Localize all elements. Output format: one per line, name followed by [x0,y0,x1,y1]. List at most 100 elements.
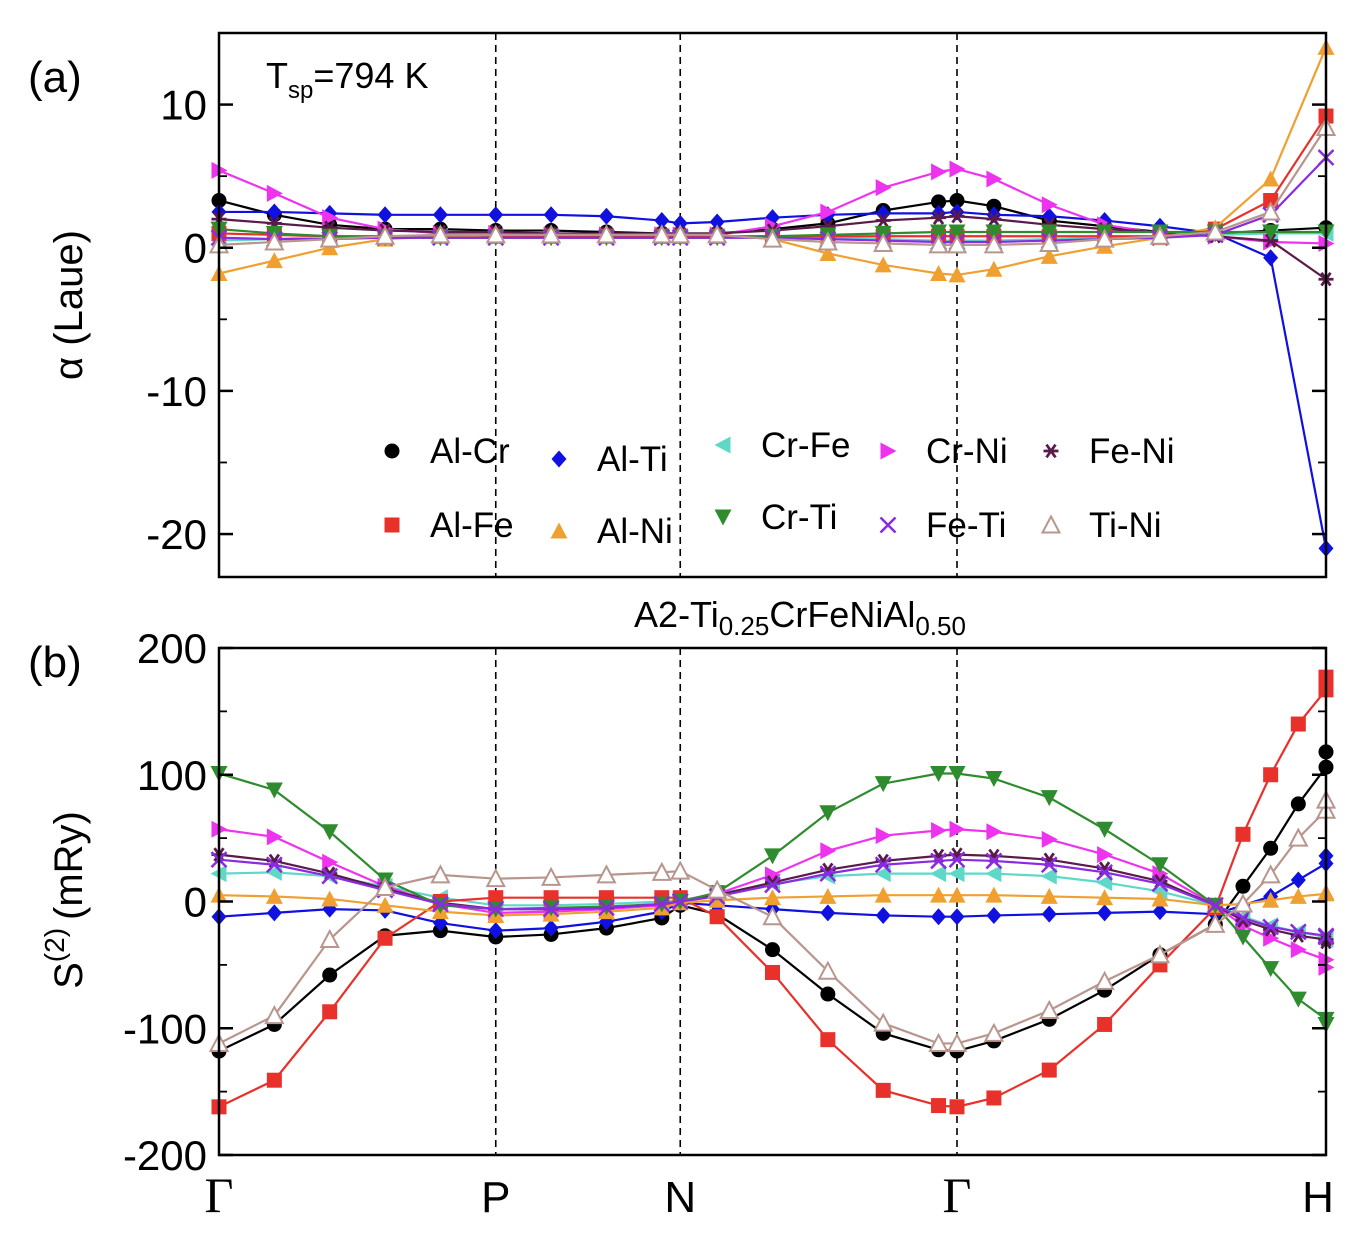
data-point [946,234,968,254]
kpath-label: Γ [205,1167,234,1223]
data-point [1149,225,1171,245]
data-point [931,194,947,210]
data-point [1039,232,1060,252]
data-point [1205,913,1226,933]
data-point [1262,918,1280,936]
panel-b-frame [217,646,1328,1157]
data-point [321,890,339,907]
data-point [1096,873,1113,891]
panel-a-kpoint-lines [494,33,958,577]
panel-a-label: (a) [28,53,82,102]
data-point [764,876,781,894]
data-point [651,861,672,881]
data-point [874,256,892,273]
data-point [948,765,966,782]
panel-b-ylabel: S(2)(mRy) [39,811,91,989]
data-point [671,893,689,910]
data-point [540,866,562,886]
data-point [596,224,617,244]
data-point [1289,887,1307,904]
data-point [873,1012,894,1032]
data-point [949,820,966,838]
data-point [949,209,965,224]
kpath-label: H [1302,1173,1334,1222]
legend-marker [551,450,567,468]
ytick-label: -200 [123,1132,207,1179]
data-point [1206,896,1224,914]
data-point [1260,201,1281,221]
data-point [1151,857,1169,874]
data-point [875,213,891,228]
data-point [819,887,837,904]
data-point [931,822,948,840]
data-point [873,232,894,252]
data-point [928,234,949,254]
data-point [949,192,965,208]
data-point [322,1004,338,1020]
data-point [709,213,725,231]
legend-marker [880,442,897,460]
data-point [1041,830,1058,848]
data-point [986,170,1003,188]
data-point [1263,840,1279,856]
panel-a-ticks: 10 0 -10 -20 [146,32,1326,558]
data-point [598,899,615,917]
data-point [670,224,691,244]
data-point [670,860,691,880]
data-point [986,211,1002,227]
data-point [985,224,1003,241]
data-point [430,224,451,244]
data-point [543,919,559,937]
data-point [265,856,283,874]
ytick-label: 0 [184,879,207,926]
figure-title: A2-Ti0.25CrFeNiAl0.50 [634,594,966,641]
ytick-label: 100 [137,752,207,799]
data-point [1040,867,1057,885]
data-point [930,224,948,241]
legend-marker [1040,514,1062,534]
legend-item-fe-ti: Fe-Ti [879,506,1006,545]
kpath-label: Γ [943,1167,972,1223]
data-point [266,203,282,221]
series-fe-ti [210,851,1335,946]
data-point [820,1032,836,1048]
data-point [1097,846,1114,864]
data-point [931,163,948,181]
data-point [488,890,504,906]
data-point [321,824,339,841]
ytick-label: 0 [184,225,207,272]
data-point [948,886,966,903]
data-point [266,1072,282,1088]
data-point [1151,890,1169,907]
data-point [1260,864,1281,884]
data-point [430,864,451,884]
data-point [986,1090,1002,1106]
data-point [1096,889,1114,906]
ytick-label: -20 [146,511,207,558]
data-point [1152,903,1168,921]
data-point [542,900,560,918]
data-point [817,960,839,980]
legend-marker [714,509,732,526]
data-point [948,224,966,241]
data-point [874,776,892,793]
data-point [948,851,966,869]
series-line [218,858,1328,937]
data-point [264,1004,285,1025]
data-point [1289,923,1307,941]
panel-a: 100-10-20 (a) Tsp=794 K α (Laue) Al-Cr Al… [28,31,1337,579]
data-point [1288,827,1309,847]
data-point [266,904,282,922]
data-point [930,265,948,282]
data-point [930,852,947,870]
series-ti-ni [208,116,1337,254]
data-point [653,895,671,913]
panel-b-label: (b) [28,638,82,687]
series-line [218,751,1328,1053]
data-point [374,876,396,897]
legend-label: Al-Ni [597,512,673,551]
data-point [986,906,1002,924]
kpath-label: N [664,1173,696,1222]
data-point [985,886,1003,903]
